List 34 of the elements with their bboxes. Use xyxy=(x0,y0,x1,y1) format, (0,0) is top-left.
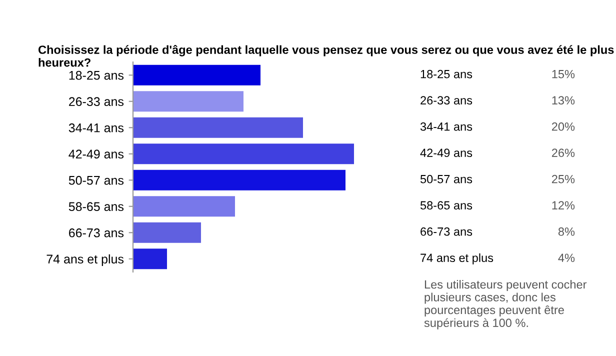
bar xyxy=(133,91,244,112)
y-tick-label: 74 ans et plus xyxy=(46,254,124,266)
category-label: 74 ans et plus xyxy=(420,253,494,264)
data-label: 13% xyxy=(552,96,575,105)
category-label: 66-73 ans xyxy=(420,227,472,236)
category-label: 34-41 ans xyxy=(420,122,472,131)
y-tick-label: 18-25 ans xyxy=(69,70,124,80)
data-label: 26% xyxy=(552,148,575,158)
category-label: 18-25 ans xyxy=(420,70,472,78)
data-label: 20% xyxy=(552,122,575,131)
bar xyxy=(133,117,303,138)
category-label: 50-57 ans xyxy=(420,174,472,184)
chart-title: Choisissez la période d'âge pendant laquelle vous pensez que vous serez ou que vous avez été le plus heureux? xyxy=(38,45,614,67)
y-tick-label: 26-33 ans xyxy=(69,97,124,106)
bar xyxy=(133,222,201,243)
y-tick-label: 58-65 ans xyxy=(68,202,124,212)
data-label: 12% xyxy=(552,201,575,210)
data-label: 4% xyxy=(558,254,575,262)
data-label: 8% xyxy=(558,227,575,236)
bar xyxy=(133,144,354,164)
y-tick-label: 34-41 ans xyxy=(68,123,124,132)
category-label: 58-65 ans xyxy=(420,201,472,210)
bar xyxy=(133,248,167,270)
bar xyxy=(133,170,346,190)
bar xyxy=(133,64,260,86)
y-tick-label: 42-49 ans xyxy=(68,150,124,159)
bar xyxy=(133,196,235,217)
data-label: 25% xyxy=(552,174,575,184)
category-label: 42-49 ans xyxy=(420,148,472,158)
category-label: 26-33 ans xyxy=(420,96,472,105)
data-label: 15% xyxy=(552,70,575,78)
y-tick-label: 66-73 ans xyxy=(69,228,124,238)
y-tick-label: 50-57 ans xyxy=(68,176,124,185)
text: Les utilisateurs peuvent cocher plusieurs cases, donc les pourcentages peuvent être supérieurs à 100 %. xyxy=(424,280,587,330)
